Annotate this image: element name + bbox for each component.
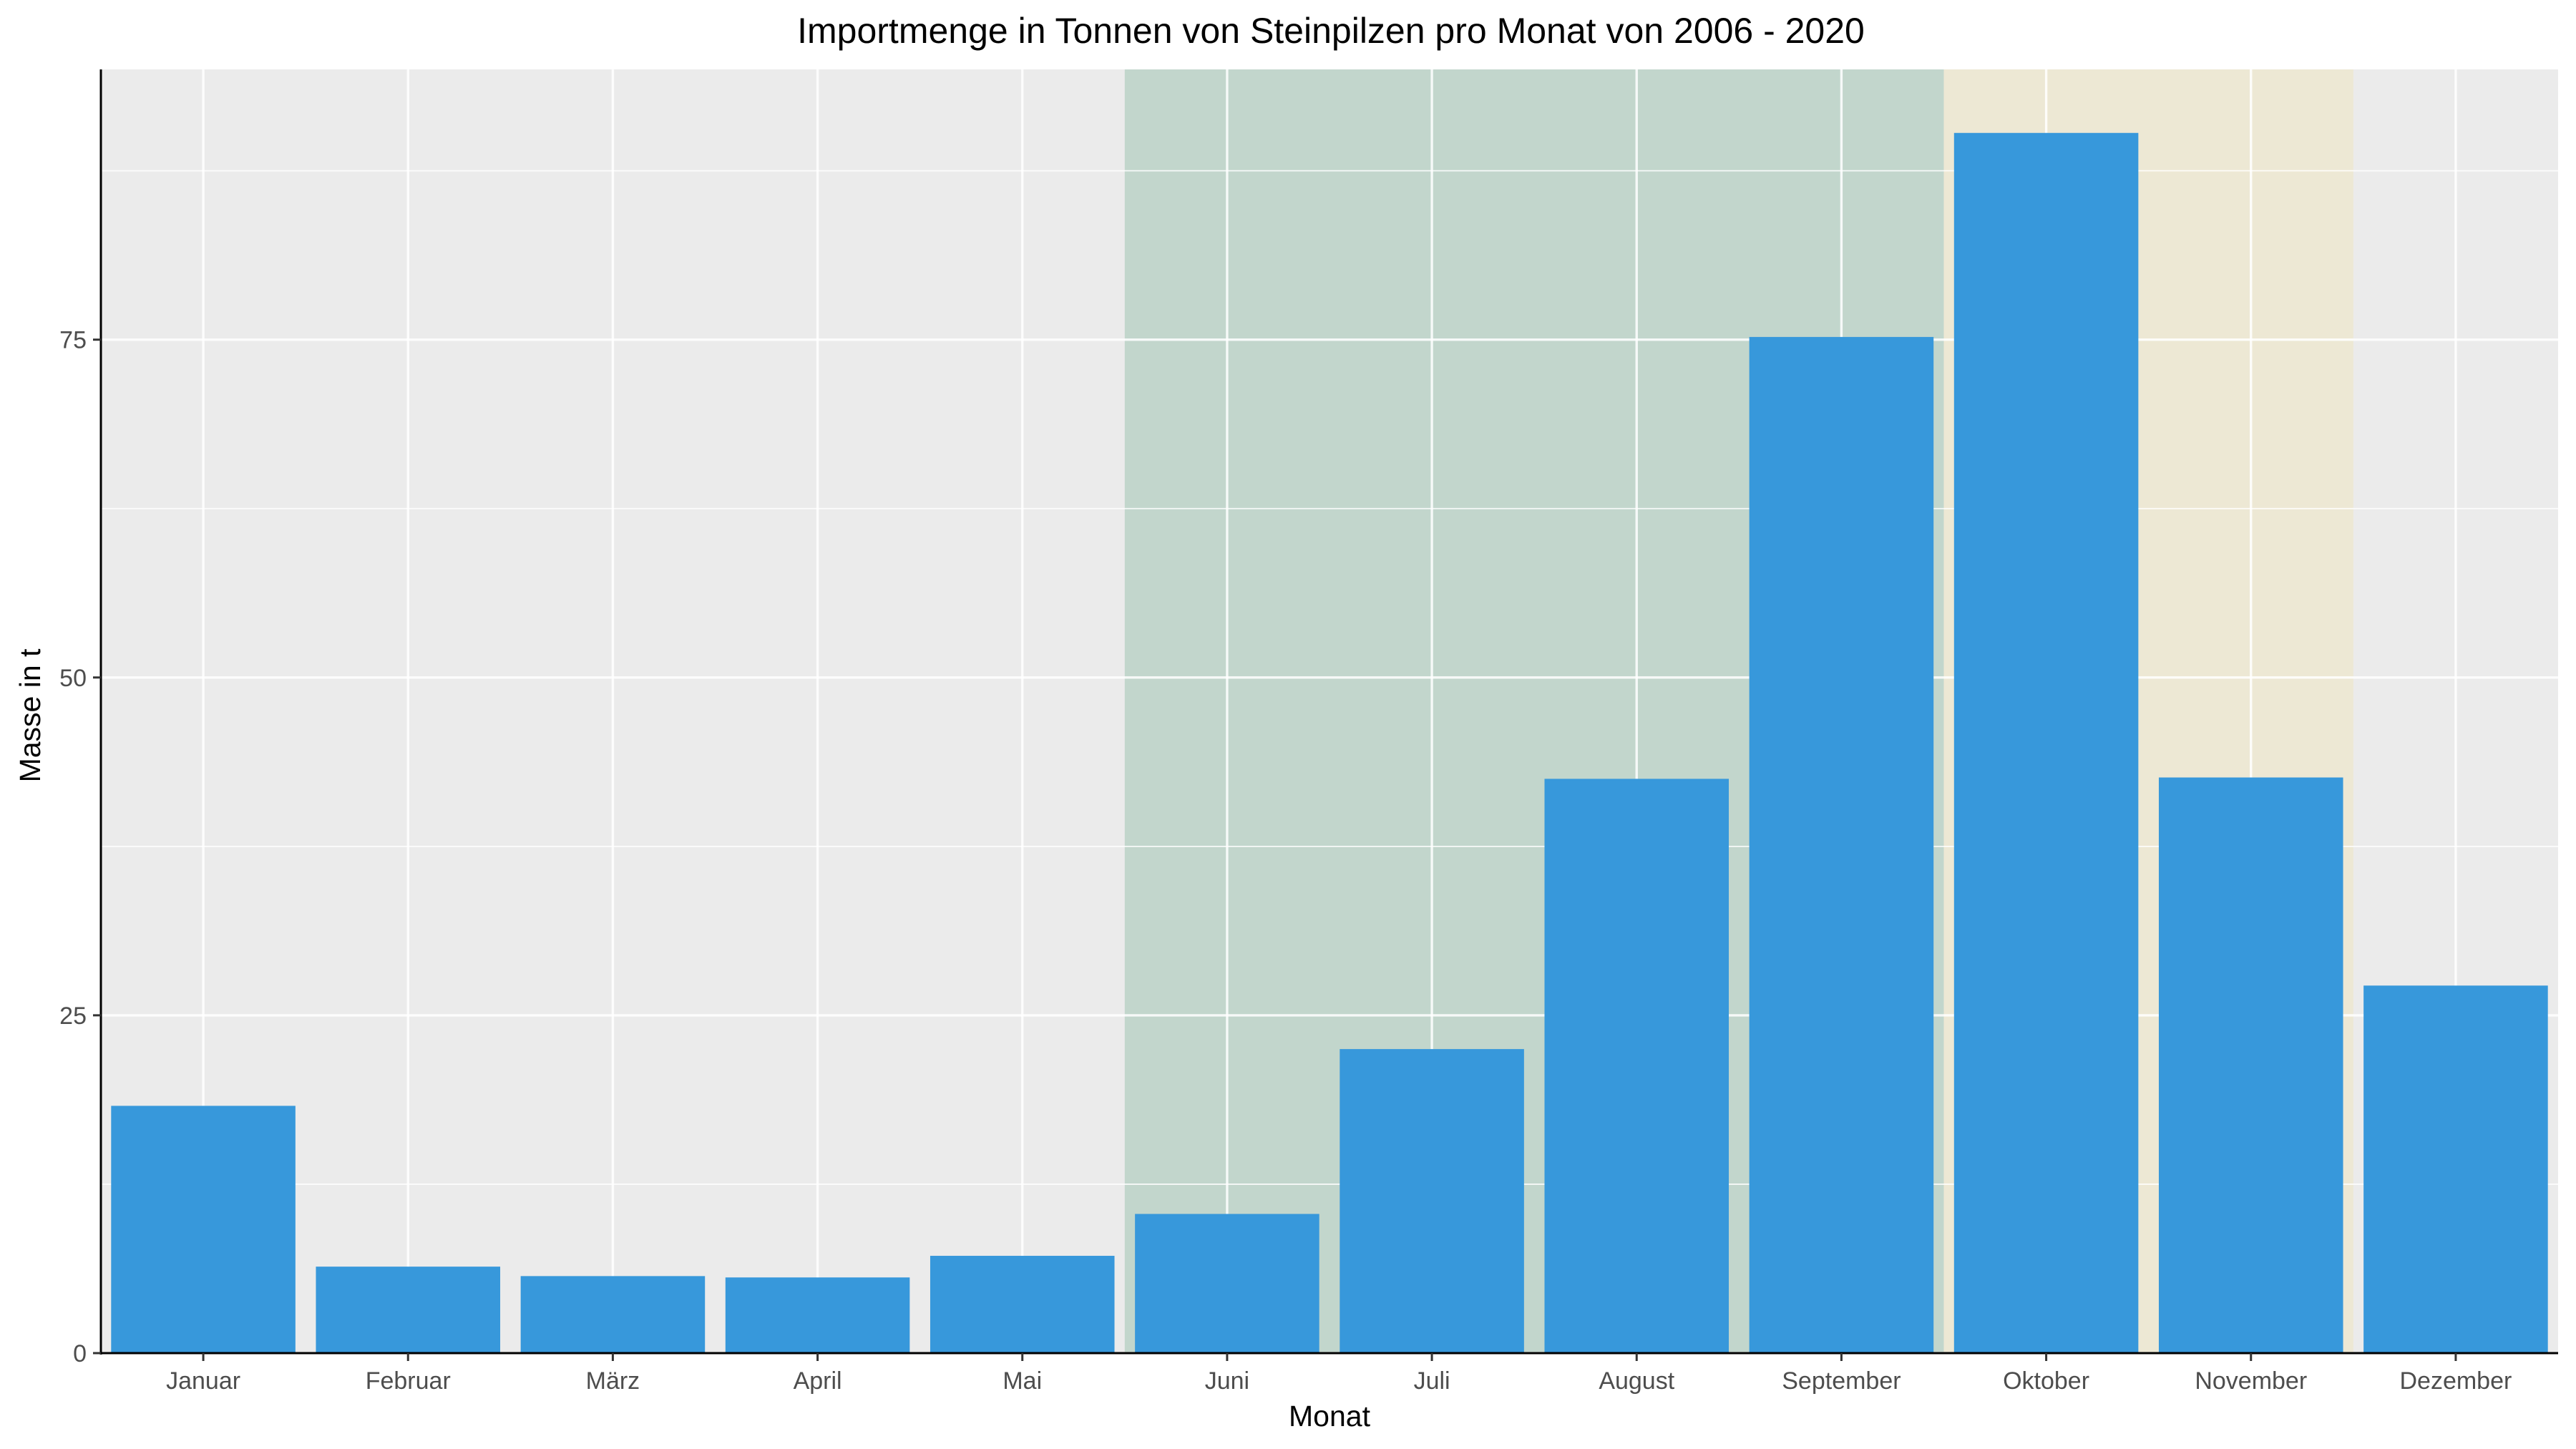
- x-tick-label: September: [1782, 1367, 1901, 1395]
- bar-m-rz: [520, 1276, 706, 1353]
- y-tick-label: 0: [73, 1340, 87, 1367]
- bar-august: [1544, 779, 1729, 1353]
- x-tick-label: Dezember: [2399, 1367, 2512, 1395]
- bar-juni: [1135, 1214, 1319, 1353]
- x-tick-label: April: [794, 1367, 842, 1395]
- y-axis-title: Masse in t: [14, 648, 47, 782]
- bars: [111, 132, 2548, 1354]
- axes: [93, 69, 2558, 1361]
- bar-oktober: [1953, 132, 2139, 1354]
- y-tick-label: 25: [59, 1002, 87, 1030]
- bar-november: [2158, 777, 2343, 1353]
- bar-april: [725, 1277, 910, 1353]
- x-tick-label: Juli: [1414, 1367, 1450, 1395]
- x-tick-label: Juni: [1205, 1367, 1249, 1395]
- x-tick-label: Mai: [1002, 1367, 1042, 1395]
- bar-dezember: [2363, 985, 2548, 1353]
- x-axis-title: Monat: [1289, 1400, 1371, 1433]
- bar-februar: [316, 1267, 501, 1353]
- y-tick-label: 75: [59, 327, 87, 354]
- bar-juli: [1340, 1049, 1524, 1353]
- y-tick-labels: 0 25 50 75: [59, 327, 87, 1367]
- x-tick-label: November: [2195, 1367, 2307, 1395]
- x-tick-label: Februar: [366, 1367, 451, 1395]
- bar-september: [1749, 336, 1934, 1354]
- x-tick-label: August: [1599, 1367, 1674, 1395]
- x-tick-label: Januar: [166, 1367, 240, 1395]
- x-tick-label: Oktober: [2003, 1367, 2089, 1395]
- x-tick-label: März: [586, 1367, 640, 1395]
- y-tick-label: 50: [59, 665, 87, 692]
- bar-januar: [111, 1106, 296, 1353]
- chart-title: Importmenge in Tonnen von Steinpilzen pr…: [797, 11, 1865, 51]
- x-tick-labels: Januar Februar März April Mai Juni Juli August S…: [166, 1367, 2512, 1395]
- bar-mai: [930, 1256, 1115, 1353]
